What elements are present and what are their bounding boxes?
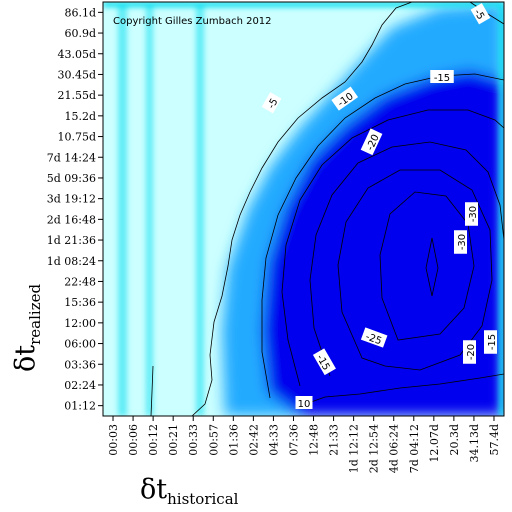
contour-label: -5 [470, 3, 491, 25]
x-tick-label: 34.13d [468, 424, 481, 463]
contour-line [337, 169, 493, 371]
contour-label-box [261, 92, 282, 114]
contour-label: -5 [261, 92, 282, 114]
contour-label: -20 [463, 340, 477, 364]
contour-label-box [295, 396, 313, 409]
x-tick-label: 07:36 [287, 424, 300, 456]
x-tick-label: 00:33 [187, 424, 200, 456]
contour-label-box [470, 3, 491, 25]
y-tick-label: 06:00 [64, 338, 96, 351]
svg-text:δtrealized: δtrealized [10, 284, 44, 372]
y-tick-label: 03:36 [64, 358, 96, 371]
contour-label-text: -30 [457, 234, 468, 250]
y-tick-label: 1d 21:36 [47, 234, 96, 247]
y-tick-label: 1d 08:24 [47, 255, 96, 268]
x-tick-label: 04:33 [267, 424, 280, 456]
contour-label-box [312, 348, 336, 376]
contour-line [150, 365, 154, 416]
contour-label: -30 [465, 202, 479, 226]
y-axis-title: δtrealized [10, 284, 44, 372]
x-tick-label: 12.07d [428, 424, 441, 463]
copyright-text: Copyright Gilles Zumbach 2012 [113, 16, 272, 27]
contour-label: -15 [484, 330, 498, 354]
contour-line [299, 373, 504, 407]
contour-label-text: 10 [298, 399, 311, 410]
x-tick-label: 57.4d [488, 424, 501, 456]
x-tick-label: 7d 04:12 [408, 424, 421, 473]
heatmap-surface [103, 2, 504, 416]
contour-label-text: -5 [266, 97, 281, 111]
contour-line [281, 109, 504, 387]
contour-line [379, 191, 475, 341]
x-axis: 00:03 00:06 00:12 00:21 00:33 00:57 01:36 02:42… [107, 416, 501, 473]
x-tick-label: 00:03 [107, 424, 120, 456]
y-tick-label: 2d 16:48 [47, 213, 96, 226]
x-tick-label: 1d 12:12 [348, 424, 361, 473]
y-tick-label: 22:48 [64, 275, 96, 288]
contour-label: 10 [295, 396, 313, 410]
x-tick-label: 00:12 [147, 424, 160, 456]
x-tick-label: 02:42 [247, 424, 260, 456]
contour-label-text: -20 [466, 344, 477, 360]
x-tick-label: 12:48 [308, 424, 321, 456]
y-axis: 01:12 02:24 03:36 06:00 12:00 15:36 22:48 1d 08… [47, 6, 103, 413]
contour-label-box [463, 340, 476, 364]
x-tick-label: 00:06 [127, 424, 140, 456]
x-tick-label: 00:21 [167, 424, 180, 456]
contour-line [191, 2, 413, 416]
contour-label-box [331, 86, 359, 111]
x-tick-label: 4d 06:24 [388, 424, 401, 473]
y-tick-label: 12:00 [64, 317, 96, 330]
x-tick-label: 01:36 [227, 424, 240, 456]
contour-label-text: -15 [487, 334, 498, 350]
y-tick-label: 60.9d [64, 27, 96, 40]
y-tick-label: 30.45d [57, 68, 96, 81]
y-tick-label: 01:12 [64, 400, 96, 413]
y-tick-label: 5d 09:36 [47, 172, 96, 185]
y-tick-label: 3d 19:12 [47, 193, 96, 206]
contour-label-box [454, 230, 467, 254]
plot-frame [102, 1, 505, 417]
contour-label-text: -25 [364, 331, 383, 347]
contour-lines [150, 2, 504, 416]
contour-label-text: -30 [468, 206, 479, 222]
x-axis-title: δthistorical [140, 474, 239, 508]
contour-label-text: -15 [434, 73, 450, 84]
y-tick-label: 15:36 [64, 296, 96, 309]
contour-label-box [465, 202, 478, 226]
contour-label-box [484, 330, 497, 354]
y-axis-symbol: δt [10, 345, 41, 372]
x-axis-subscript: historical [167, 490, 239, 508]
contour-label: -25 [360, 327, 388, 348]
contour-line [309, 141, 504, 377]
svg-text:δthistorical: δthistorical [140, 474, 239, 508]
x-tick-label: 20.3d [448, 424, 461, 456]
x-tick-label: 2d 12:54 [368, 424, 381, 473]
y-tick-label: 43.05d [57, 48, 96, 61]
y-tick-label: 86.1d [64, 6, 96, 19]
contour-line [425, 237, 439, 297]
y-tick-label: 7d 14:24 [47, 151, 96, 164]
y-tick-label: 02:24 [64, 379, 96, 392]
y-tick-label: 15.2d [64, 110, 96, 123]
contour-label: -30 [454, 230, 468, 254]
y-axis-subscript: realized [26, 284, 44, 345]
contour-label-box [360, 327, 388, 348]
x-tick-label: 21:33 [328, 424, 341, 456]
y-tick-label: 21.55d [57, 89, 96, 102]
x-axis-symbol: δt [140, 474, 167, 505]
contour-label-box [430, 70, 454, 83]
contour-label-box [360, 128, 383, 156]
y-tick-label: 10.75d [57, 131, 96, 144]
contour-label-text: -5 [471, 8, 486, 22]
x-tick-label: 00:57 [207, 424, 220, 456]
contour-label: -15 [430, 70, 454, 84]
